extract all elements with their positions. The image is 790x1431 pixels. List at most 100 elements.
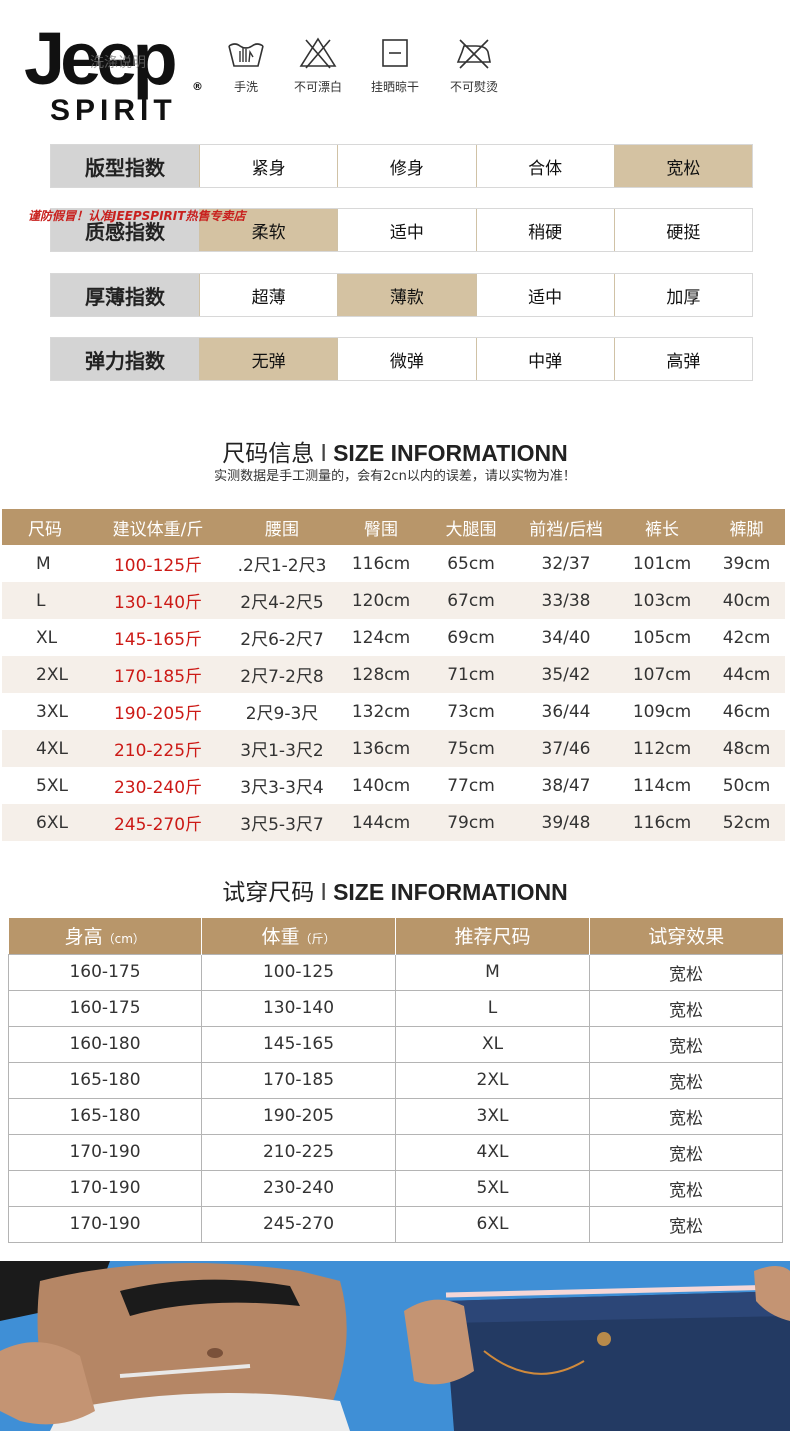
index-option: 紧身 [199, 145, 337, 187]
table-cell: L [395, 989, 590, 1027]
no-bleach-icon [299, 37, 337, 69]
table-row: 3XL 190-205斤 2尺9-3尺 132cm 73cm 36/44 109… [2, 693, 785, 730]
table-cell: 75cm [426, 730, 516, 767]
index-option-selected: 无弹 [199, 338, 338, 380]
table-row: 5XL 230-240斤 3尺3-3尺4 140cm 77cm 38/47 11… [2, 767, 785, 804]
header-unit: （斤） [299, 932, 336, 947]
table-cell: 100-125 [201, 953, 396, 991]
table-cell: 36/44 [541, 701, 591, 722]
no-iron-icon [456, 39, 491, 69]
table-cell: 230-240 [201, 1169, 396, 1207]
table-cell: 170-185斤 [88, 656, 228, 693]
care-label: 挂晒晾干 [370, 80, 419, 94]
column-header: 大腿围 [426, 509, 516, 545]
care-hand-wash: 手洗 [206, 36, 286, 95]
table-cell: 145-165斤 [113, 630, 203, 650]
index-option: 稍硬 [475, 209, 614, 251]
column-header: 裤脚 [708, 509, 785, 545]
table-cell: 69cm [447, 627, 495, 648]
logo-subbrand: SPIRIT [50, 94, 177, 127]
table-cell: .2尺1-2尺3 [237, 556, 327, 576]
table-cell: M [395, 953, 590, 991]
table-cell: 3XL [36, 701, 68, 722]
table-row: 165-180 170-185 2XL 宽松 [8, 1061, 783, 1099]
column-header: 建议体重/斤 [88, 509, 228, 545]
title-separator: I [320, 880, 328, 906]
table-cell: 44cm [708, 656, 785, 693]
table-cell: 128cm [336, 656, 426, 693]
care-hang-dry: 挂晒晾干 [355, 36, 435, 95]
header-unit: （cm） [102, 932, 145, 947]
index-option: 合体 [475, 145, 614, 187]
table-cell: 71cm [426, 656, 516, 693]
index-row-elasticity: 弹力指数 无弹 微弹 中弹 高弹 [50, 337, 753, 381]
table-row: 2XL 170-185斤 2尺7-2尺8 128cm 71cm 35/42 10… [2, 656, 785, 693]
table-cell: 170-185 [201, 1061, 396, 1099]
table-cell: 宽松 [589, 953, 783, 991]
table-cell: 4XL [395, 1133, 590, 1171]
index-option: 适中 [475, 274, 614, 316]
table-row: XL 145-165斤 2尺6-2尺7 124cm 69cm 34/40 105… [2, 619, 785, 656]
table-cell: 210-225 [201, 1133, 396, 1171]
care-label: 手洗 [233, 80, 258, 94]
table-cell: 160-180 [8, 1025, 202, 1063]
index-option: 加厚 [613, 274, 752, 316]
table-cell: 宽松 [589, 989, 783, 1027]
hand-wash-icon [228, 43, 264, 67]
logo-wordmark: Jeep [24, 17, 178, 100]
table-cell: 190-205 [201, 1097, 396, 1135]
table-cell: 宽松 [589, 1133, 783, 1171]
table-row: 170-190 245-270 6XL 宽松 [8, 1205, 783, 1243]
table-cell: 65cm [447, 553, 495, 574]
table-row: 170-190 230-240 5XL 宽松 [8, 1169, 783, 1207]
table-cell: 140cm [351, 775, 411, 796]
care-label: 不可熨烫 [449, 80, 498, 94]
table-cell: M [36, 553, 51, 574]
table-cell: 33/38 [516, 582, 616, 619]
table-cell: 116cm [351, 553, 411, 574]
table-row: 6XL 245-270斤 3尺5-3尺7 144cm 79cm 39/48 11… [2, 804, 785, 841]
table-cell: L [2, 582, 88, 619]
table-cell: XL [395, 1025, 590, 1063]
table-cell: 165-180 [8, 1061, 202, 1099]
fit-table-header: 身高（cm） 体重（斤） 推荐尺码 试穿效果 [8, 918, 783, 954]
table-cell: 宽松 [589, 1205, 783, 1243]
table-cell: 170-190 [8, 1169, 202, 1207]
table-cell: 宽松 [589, 1061, 783, 1099]
table-cell: 6XL [395, 1205, 590, 1243]
table-cell: 2尺6-2尺7 [240, 630, 324, 650]
table-row: 160-175 130-140 L 宽松 [8, 989, 783, 1027]
table-cell: 170-190 [8, 1205, 202, 1243]
table-cell: 52cm [708, 804, 785, 841]
table-cell: 109cm [632, 701, 692, 722]
index-option: 适中 [337, 209, 475, 251]
table-cell: 40cm [708, 582, 785, 619]
table-cell: 144cm [336, 804, 426, 841]
table-cell: 2尺9-3尺 [245, 704, 319, 724]
index-option: 高弹 [613, 338, 752, 380]
care-label: 不可漂白 [293, 80, 342, 94]
table-cell: 宽松 [589, 1169, 783, 1207]
table-cell: 145-165 [201, 1025, 396, 1063]
table-cell: 5XL [36, 775, 68, 796]
index-option: 硬挺 [613, 209, 752, 251]
waist-measure-photo [0, 1261, 384, 1431]
table-cell: 3尺5-3尺7 [228, 804, 336, 841]
column-header: 试穿效果 [589, 918, 783, 954]
column-header: 腰围 [228, 509, 336, 545]
care-no-iron: 不可熨烫 [434, 36, 514, 95]
index-title: 弹力指数 [51, 338, 199, 380]
table-cell: 67cm [426, 582, 516, 619]
table-cell: 46cm [722, 701, 771, 722]
table-cell: 73cm [447, 701, 495, 722]
table-cell: 190-205斤 [113, 704, 203, 724]
column-header: 尺码 [2, 509, 88, 545]
table-cell: 100-125斤 [113, 556, 203, 576]
column-header: 体重（斤） [201, 918, 396, 954]
column-header: 前裆/后档 [516, 509, 616, 545]
table-cell: 50cm [722, 775, 771, 796]
column-header: 臀围 [336, 509, 426, 545]
column-header: 身高（cm） [8, 918, 202, 954]
header-label: 试穿效果 [648, 926, 725, 949]
table-cell: 宽松 [589, 1097, 783, 1135]
